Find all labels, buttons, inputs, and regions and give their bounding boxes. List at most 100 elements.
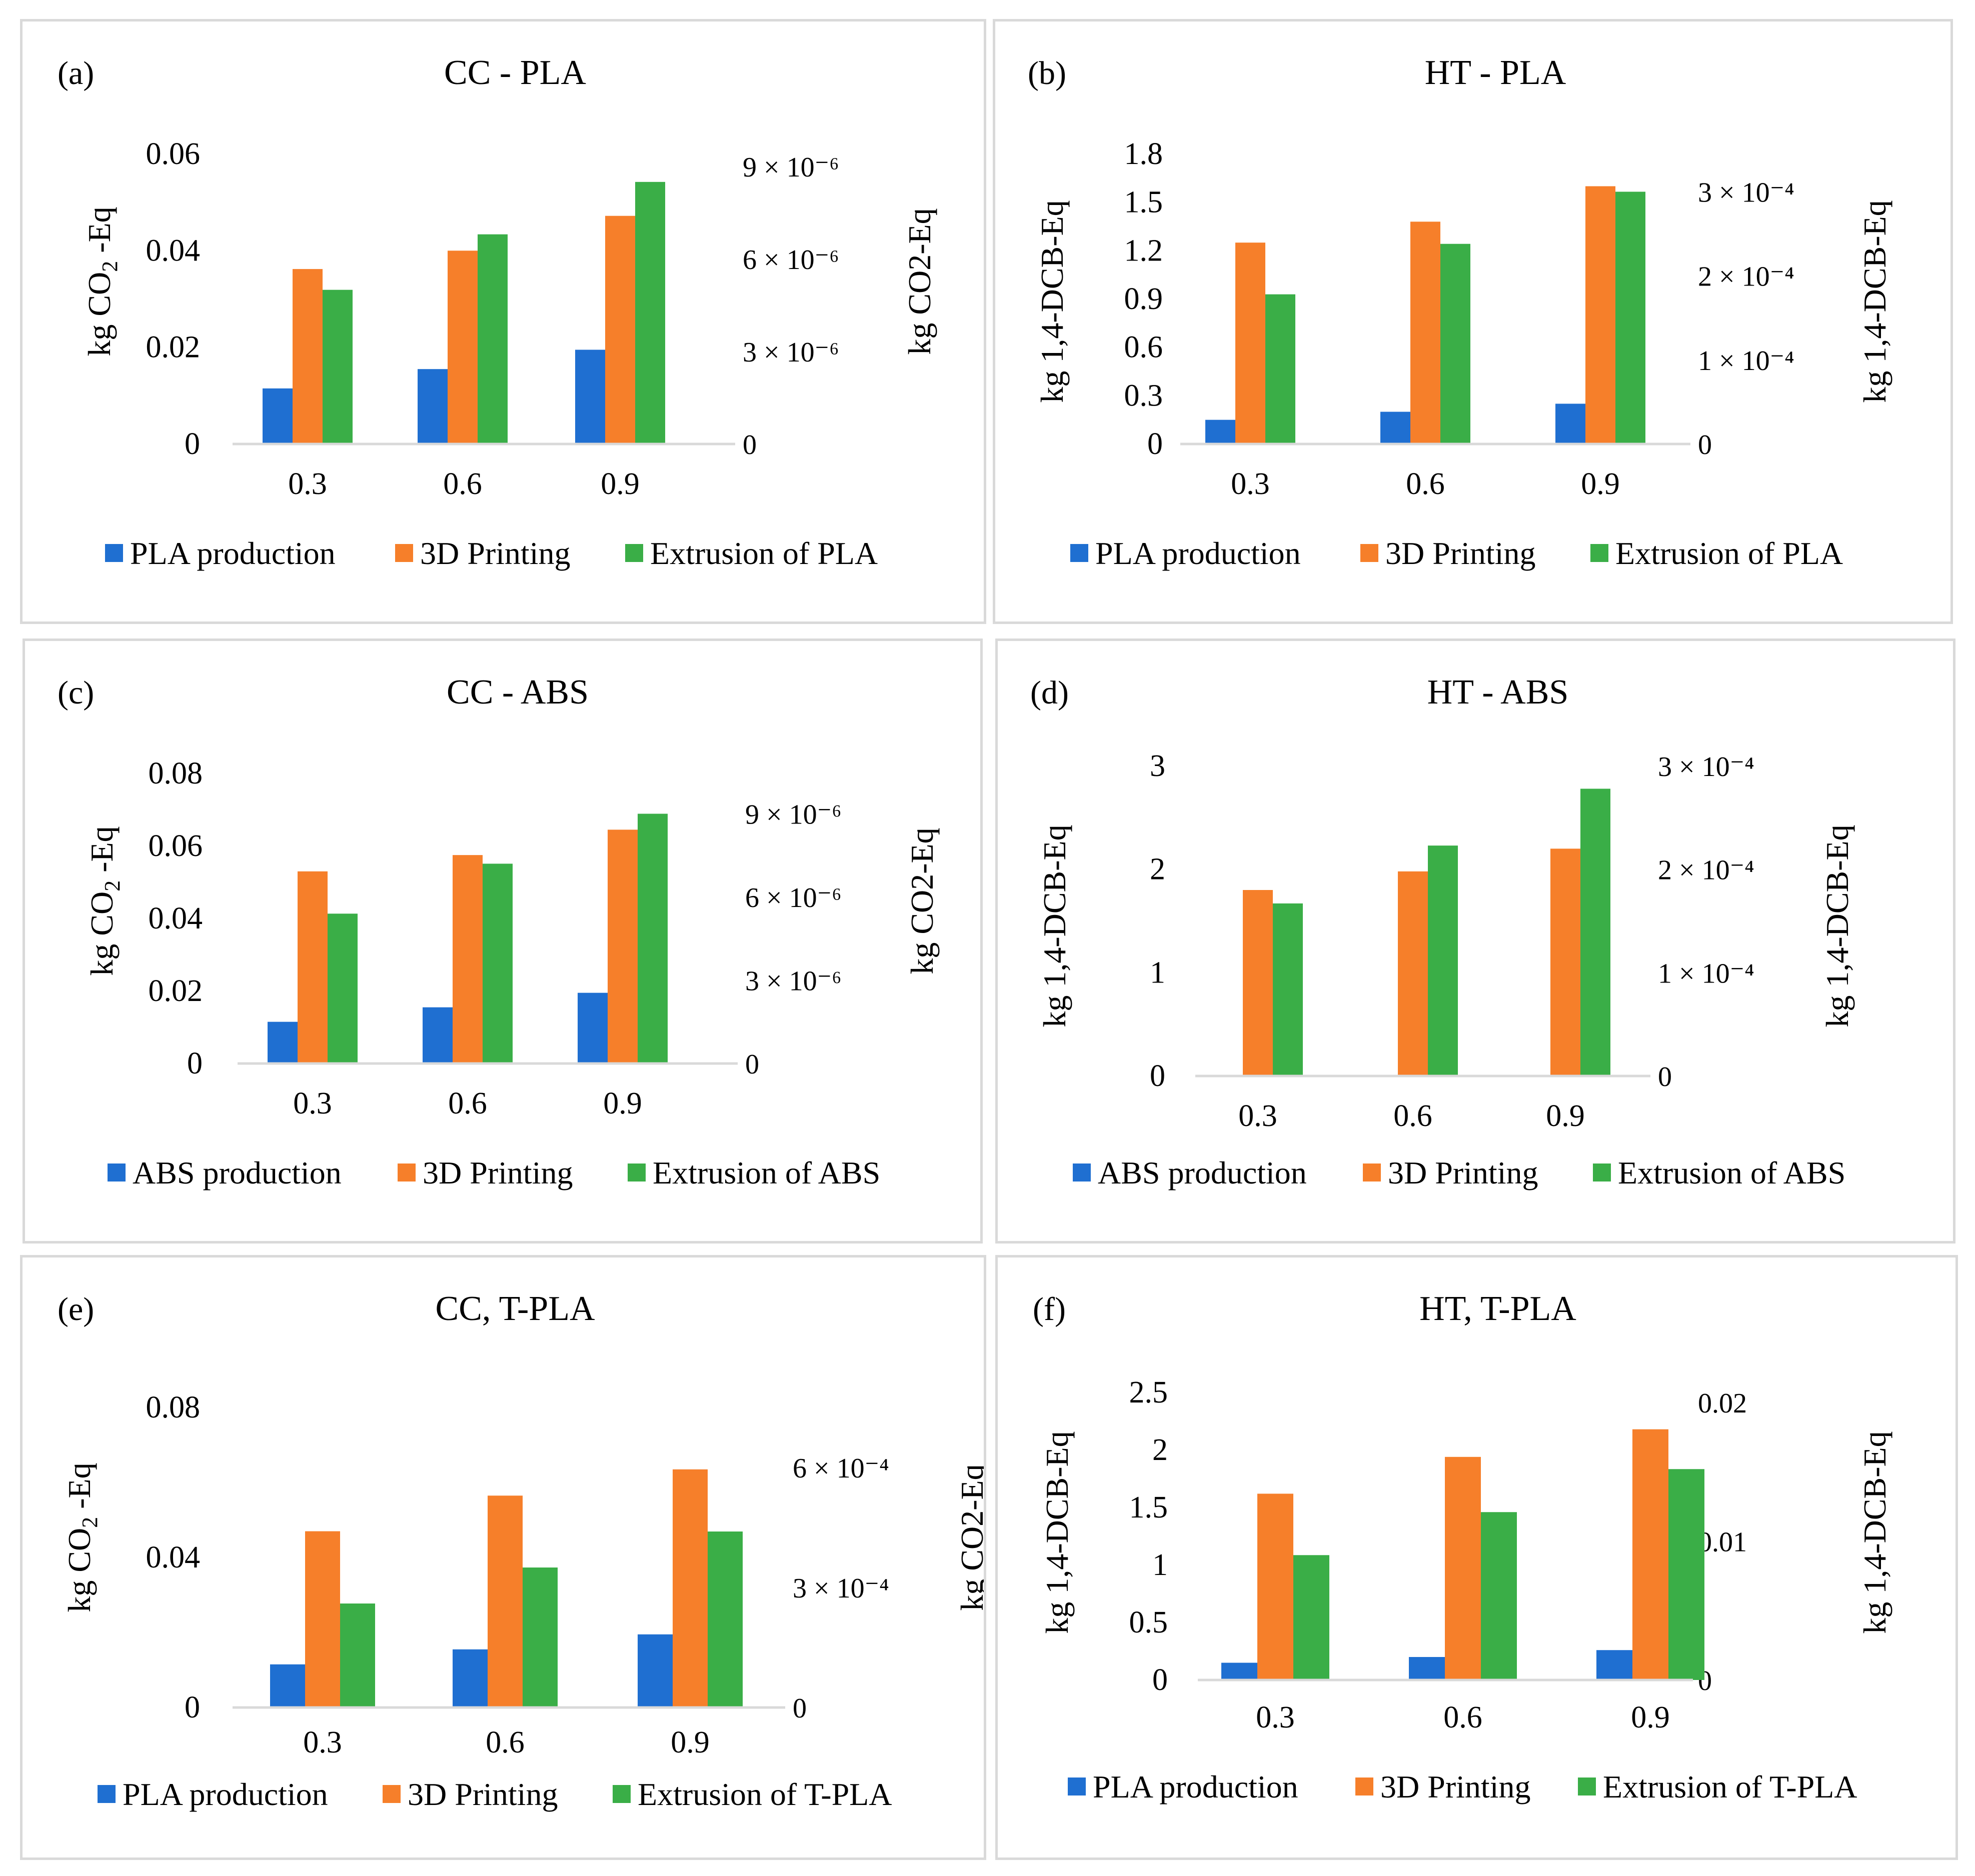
chart-a: (a) CC - PLA 0 0.02 0.04 0.06 0 3 × 10⁻⁶ 6 × 10⁻… xyxy=(58,54,937,571)
y-left-axis-label: kg 1,4-DCB-Eq xyxy=(1039,1431,1075,1634)
y-right-tick-label: 3 × 10⁻⁴ xyxy=(793,1573,889,1604)
y-right-tick-label: 3 × 10⁻⁴ xyxy=(1698,177,1794,208)
legend-swatch xyxy=(108,1164,126,1182)
bar-extrusion-of-abs xyxy=(1428,846,1458,1076)
y-left-tick-label: 1 xyxy=(1150,956,1165,990)
bar-pla-production xyxy=(638,1634,673,1708)
y-right-tick-label: 3 × 10⁻⁴ xyxy=(1658,752,1754,782)
y-right-axis-label: kg 1,4-DCB-Eq xyxy=(1819,824,1855,1027)
y-right-tick-label: 1 × 10⁻⁴ xyxy=(1658,958,1754,989)
chart-title: CC - ABS xyxy=(447,673,589,712)
y-left-tick-label: 0.08 xyxy=(149,756,203,790)
y-right-tick-label: 9 × 10⁻⁶ xyxy=(745,800,842,830)
chart-title: HT - ABS xyxy=(1427,673,1569,712)
chart-title: HT, T-PLA xyxy=(1419,1290,1576,1328)
chart-e: (e) CC, T-PLA 0 0.04 0.08 0 3 × 10⁻⁴ 6 × 10⁻⁴ kg… xyxy=(58,1290,990,1812)
bar-3d-printing xyxy=(298,871,328,1064)
bar-pla-production xyxy=(1380,412,1410,444)
legend-swatch xyxy=(398,1164,416,1182)
y-right-tick-label: 6 × 10⁻⁴ xyxy=(793,1453,889,1484)
bar-3d-printing xyxy=(448,250,478,444)
x-tick-label: 0.9 xyxy=(671,1726,710,1760)
legend-label: PLA production xyxy=(130,536,336,571)
bar-3d-printing xyxy=(488,1496,523,1708)
y-left-tick-label: 0.06 xyxy=(149,829,203,863)
y-right-tick-label: 3 × 10⁻⁶ xyxy=(745,966,842,997)
chart-panel-b: (b) HT - PLA 0 0.3 0.6 0.9 1.2 1.5 1.8 0 1 × 10⁻⁴ 2… xyxy=(993,19,1953,624)
legend-swatch xyxy=(1070,544,1088,562)
chart-title: HT - PLA xyxy=(1425,54,1566,92)
y-right-tick-label: 2 × 10⁻⁴ xyxy=(1658,855,1754,886)
legend-label: PLA production xyxy=(1093,1769,1298,1804)
y-left-tick-label: 0.5 xyxy=(1129,1606,1168,1640)
bar-extrusion-of-pla xyxy=(1265,294,1295,444)
y-left-axis-label-main: kg CO xyxy=(62,1528,97,1612)
y-left-tick-label: 0 xyxy=(1147,427,1163,461)
x-tick-label: 0.9 xyxy=(603,1086,642,1120)
bar-extrusion-of-abs xyxy=(328,914,358,1064)
y-right-tick-label: 0 xyxy=(793,1693,807,1724)
y-left-tick-label: 0 xyxy=(185,427,200,461)
y-right-tick-label: 0 xyxy=(745,1049,759,1080)
legend-swatch xyxy=(1590,544,1608,562)
bar-3d-printing xyxy=(1235,242,1265,444)
y-left-tick-label: 1.2 xyxy=(1124,234,1163,268)
bar-abs-production xyxy=(423,1007,453,1064)
y-left-tick-label: 0.9 xyxy=(1124,282,1163,316)
bar-pla-production xyxy=(270,1664,305,1708)
panel-label: (a) xyxy=(58,55,94,92)
x-tick-label: 0.9 xyxy=(1631,1700,1670,1734)
legend-swatch xyxy=(628,1164,646,1182)
x-tick-label: 0.6 xyxy=(486,1726,525,1760)
x-tick-label: 0.6 xyxy=(1406,467,1445,501)
bar-3d-printing xyxy=(673,1469,708,1708)
chart-panel-e: (e) CC, T-PLA 0 0.04 0.08 0 3 × 10⁻⁴ 6 × 10⁻⁴ kg… xyxy=(20,1255,990,1860)
y-right-tick-label: 0.02 xyxy=(1698,1388,1747,1419)
y-right-axis-label: kg 1,4-DCB-Eq xyxy=(1857,1431,1892,1634)
legend-label: ABS production xyxy=(1098,1155,1307,1190)
y-left-axis-label-main: kg CO xyxy=(84,892,120,976)
y-right-tick-label: 0 xyxy=(1658,1062,1672,1092)
y-left-tick-label: 1.8 xyxy=(1124,137,1163,171)
panel-label: (d) xyxy=(1030,674,1069,711)
legend-swatch xyxy=(1363,1164,1381,1182)
bar-extrusion-of-t-pla xyxy=(1293,1555,1329,1680)
legend-swatch xyxy=(383,1785,401,1803)
bar-3d-printing xyxy=(608,830,638,1064)
y-left-axis-label: kg 1,4-DCB-Eq xyxy=(1037,824,1072,1027)
bar-pla-production xyxy=(1596,1650,1632,1680)
y-left-axis-label-sub: 2 xyxy=(78,1517,102,1528)
x-tick-label: 0.6 xyxy=(1443,1700,1482,1734)
legend-label: 3D Printing xyxy=(420,536,570,571)
y-right-tick-label: 6 × 10⁻⁶ xyxy=(743,244,839,276)
bar-extrusion-of-t-pla xyxy=(708,1532,743,1708)
legend-label: Extrusion of T-PLA xyxy=(1603,1769,1857,1804)
bar-3d-printing xyxy=(293,269,323,444)
bar-extrusion-of-abs xyxy=(1273,903,1303,1076)
legend-label: 3D Printing xyxy=(1388,1155,1538,1190)
x-tick-label: 0.3 xyxy=(1256,1700,1295,1734)
bar-3d-printing xyxy=(1550,848,1580,1076)
y-right-axis-label: kg CO2-Eq xyxy=(902,208,937,354)
bar-3d-printing xyxy=(605,216,635,444)
legend-swatch xyxy=(1578,1778,1596,1796)
bar-extrusion-of-pla xyxy=(1440,244,1470,444)
legend-swatch xyxy=(613,1785,631,1803)
legend-swatch xyxy=(1355,1778,1373,1796)
bar-extrusion-of-abs xyxy=(483,864,513,1064)
chart-panel-c: (c) CC - ABS 0 0.02 0.04 0.06 0.08 0 3 × 10⁻⁶ 6 ×… xyxy=(23,638,983,1244)
legend-swatch xyxy=(105,544,123,562)
y-right-tick-label: 0 xyxy=(1698,430,1712,460)
bar-pla-production xyxy=(418,369,448,444)
y-left-tick-label: 1.5 xyxy=(1124,186,1163,220)
bar-pla-production xyxy=(1409,1657,1445,1680)
legend-label: 3D Printing xyxy=(1380,1769,1530,1804)
legend-label: Extrusion of ABS xyxy=(1618,1155,1845,1190)
chart-d: (d) HT - ABS 0 1 2 3 0 1 × 10⁻⁴ 2 × 10⁻⁴ 3 × 10⁻⁴… xyxy=(1030,673,1855,1190)
bar-extrusion-of-pla xyxy=(323,290,353,444)
bar-extrusion-of-t-pla xyxy=(523,1568,558,1708)
y-left-axis-label: kg CO2 -Eq xyxy=(82,206,122,356)
x-tick-label: 0.3 xyxy=(1231,467,1270,501)
legend-swatch xyxy=(1073,1164,1091,1182)
y-left-tick-label: 0.04 xyxy=(146,1540,201,1574)
